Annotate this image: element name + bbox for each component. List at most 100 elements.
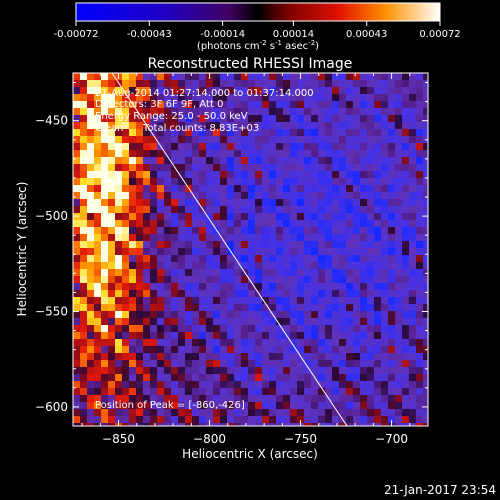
heatmap-cell [157,409,165,417]
heatmap-cell [325,297,333,305]
heatmap-cell [213,108,221,116]
heatmap-cell [185,318,193,326]
heatmap-cell [346,269,354,277]
heatmap-cell [283,129,291,137]
heatmap-cell [262,409,270,417]
heatmap-cell [388,206,396,214]
heatmap-cell [360,115,368,123]
heatmap-cell [87,388,95,396]
heatmap-cell [73,276,81,284]
heatmap-cell [325,367,333,375]
heatmap-cell [241,409,249,417]
heatmap-cell [234,325,242,333]
heatmap-cell [185,388,193,396]
heatmap-cell [73,423,81,426]
heatmap-cell [234,423,242,426]
heatmap-cell [241,346,249,354]
heatmap-cell [143,311,151,319]
heatmap-cell [332,269,340,277]
heatmap-cell [367,87,375,95]
heatmap-cell [360,353,368,361]
heatmap-cell [220,206,228,214]
heatmap-cell [318,255,326,263]
heatmap-cell [255,164,263,172]
heatmap-cell [395,192,403,200]
heatmap-cell [297,416,305,424]
heatmap-cell [339,255,347,263]
heatmap-cell [206,227,214,235]
heatmap-cell [220,318,228,326]
heatmap-cell [374,395,382,403]
heatmap-cell [248,108,256,116]
heatmap-cell [416,381,424,389]
heatmap-cell [136,255,144,263]
heatmap-cell [87,304,95,312]
heatmap-cell [409,220,417,228]
heatmap-cell [73,374,81,382]
heatmap-cell [276,157,284,165]
heatmap-cell [346,416,354,424]
heatmap-cell [290,339,298,347]
heatmap-cell [332,290,340,298]
heatmap-cell [129,402,137,410]
heatmap-cell [199,423,207,426]
heatmap-cell [262,262,270,270]
heatmap-cell [395,220,403,228]
heatmap-cell [192,269,200,277]
heatmap-cell [416,325,424,333]
heatmap-cell [290,234,298,242]
heatmap-cell [248,353,256,361]
heatmap-cell [283,283,291,291]
heatmap-cell [269,129,277,137]
heatmap-cell [185,129,193,137]
heatmap-cell [234,80,242,88]
heatmap-cell [262,73,270,81]
heatmap-cell [150,360,158,368]
heatmap-cell [276,87,284,95]
heatmap-cell [346,409,354,417]
heatmap-cell [304,346,312,354]
heatmap-cell [94,318,102,326]
heatmap-cell [122,283,130,291]
heatmap-cell [185,206,193,214]
heatmap-cell [367,318,375,326]
heatmap-cell [108,255,116,263]
heatmap-cell [101,101,109,109]
heatmap-cell [108,318,116,326]
heatmap-cell [220,409,228,417]
heatmap-cell [143,367,151,375]
heatmap-cell [115,381,123,389]
heatmap-cell [129,381,137,389]
heatmap-cell [360,318,368,326]
heatmap-cell [94,360,102,368]
heatmap-cell [248,157,256,165]
heatmap-cell [283,269,291,277]
annotation-block: 21-Aug-2014 01:27:14.000 to 01:37:14.000… [95,88,314,411]
heatmap-cell [206,255,214,263]
heatmap-cell [101,115,109,123]
heatmap-cell [164,339,172,347]
heatmap-cell [241,395,249,403]
heatmap-cell [213,283,221,291]
heatmap-cell [178,367,186,375]
heatmap-cell [416,255,424,263]
heatmap-cell [416,402,424,410]
heatmap-cell [227,213,235,221]
heatmap-cell [157,332,165,340]
heatmap-cell [122,311,130,319]
heatmap-cell [297,192,305,200]
heatmap-cell [122,423,130,426]
heatmap-cell [206,171,214,179]
heatmap-cell [87,94,95,102]
heatmap-cell [199,262,207,270]
heatmap-cell [164,227,172,235]
heatmap-cell [248,374,256,382]
heatmap-cell [87,311,95,319]
heatmap-cell [108,164,116,172]
heatmap-cell [325,87,333,95]
heatmap-cell [157,318,165,326]
heatmap-cell [220,185,228,193]
heatmap-cell [311,199,319,207]
heatmap-cell [409,353,417,361]
heatmap-cell [94,213,102,221]
